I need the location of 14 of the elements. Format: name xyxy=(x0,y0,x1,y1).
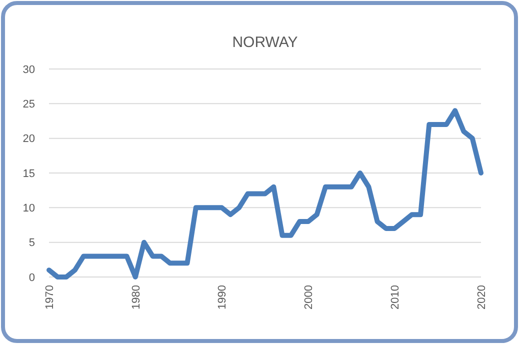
y-tick-label: 10 xyxy=(22,202,35,215)
y-tick-label: 30 xyxy=(22,64,35,76)
x-tick-label: 2010 xyxy=(389,285,402,310)
y-tick-label: 0 xyxy=(28,272,35,284)
y-tick-label: 25 xyxy=(22,98,35,111)
y-tick-label: 5 xyxy=(28,237,35,250)
x-tick-label: 1980 xyxy=(130,285,142,310)
x-tick-label: 2020 xyxy=(476,285,488,310)
x-tick-label: 1990 xyxy=(216,285,229,310)
x-tick-label: 1970 xyxy=(44,285,56,310)
y-tick-label: 20 xyxy=(22,133,35,146)
x-tick-label: 2000 xyxy=(303,285,316,310)
chart-title: NORWAY xyxy=(232,34,298,51)
y-tick-label: 15 xyxy=(22,168,35,180)
